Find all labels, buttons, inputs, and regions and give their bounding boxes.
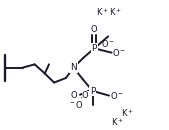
Text: O: O	[91, 25, 98, 34]
Text: O: O	[70, 91, 77, 100]
Text: P: P	[92, 44, 97, 53]
Text: O$^-$: O$^-$	[112, 47, 127, 58]
Text: K$^+$: K$^+$	[109, 6, 122, 18]
Text: K$^+$: K$^+$	[121, 107, 134, 119]
Text: O$^-$: O$^-$	[110, 90, 124, 101]
Text: O$^-$: O$^-$	[101, 38, 115, 49]
Text: P: P	[90, 86, 95, 96]
Text: O: O	[82, 91, 89, 100]
Text: $^-$O: $^-$O	[68, 99, 83, 109]
Text: N: N	[70, 63, 77, 72]
Text: K$^+$: K$^+$	[111, 116, 124, 128]
Text: K$^+$: K$^+$	[96, 6, 109, 18]
